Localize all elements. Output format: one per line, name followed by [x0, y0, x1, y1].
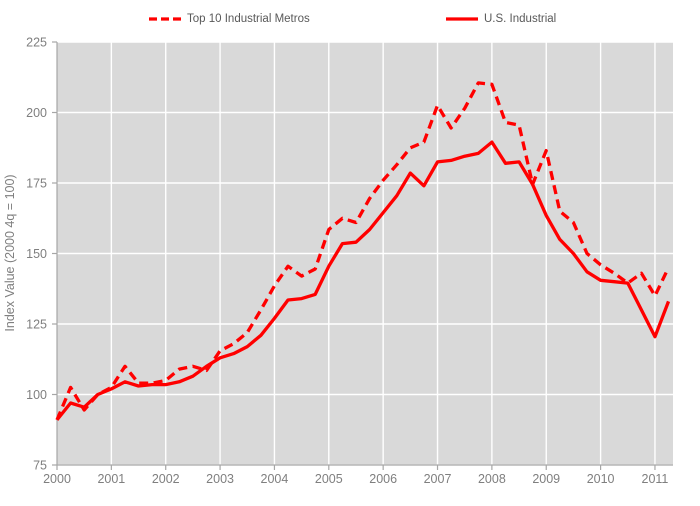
y-tick-label: 175 [26, 177, 47, 191]
y-tick-label: 75 [33, 459, 47, 473]
legend: Top 10 Industrial Metros U.S. Industrial [0, 0, 700, 34]
solid-line-sample-icon [446, 17, 478, 21]
legend-item-top10-metros[interactable]: Top 10 Industrial Metros [148, 13, 310, 25]
y-axis-title: Index Value (2000 4q = 100) [3, 174, 17, 331]
x-tick-label: 2010 [587, 472, 615, 486]
legend-item-us-industrial[interactable]: U.S. Industrial [445, 13, 556, 25]
x-tick-label: 2008 [478, 472, 506, 486]
x-tick-label: 2001 [97, 472, 125, 486]
series-line-top-10-industrial-metros [55, 81, 670, 421]
legend-label-top10-metros: Top 10 Industrial Metros [187, 13, 310, 25]
x-tick-label: 2011 [642, 472, 669, 486]
x-tick-label: 2000 [43, 472, 71, 486]
legend-label-us-industrial: U.S. Industrial [484, 13, 557, 25]
x-tick-label: 2006 [369, 472, 397, 486]
y-tick-label: 100 [26, 388, 47, 402]
x-tick-label: 2007 [424, 472, 452, 486]
y-tick-label: 150 [26, 247, 47, 261]
x-tick-label: 2009 [532, 472, 560, 486]
x-tick-label: 2003 [206, 472, 234, 486]
y-tick-label: 200 [26, 106, 47, 120]
dashed-line-sample-icon [149, 17, 181, 21]
series-line-u-s-industrial [55, 140, 671, 421]
x-tick-label: 2002 [152, 472, 180, 486]
y-tick-label: 125 [26, 318, 47, 332]
y-tick-label: 225 [26, 36, 47, 50]
x-tick-label: 2004 [261, 472, 289, 486]
x-tick-label: 2005 [315, 472, 343, 486]
